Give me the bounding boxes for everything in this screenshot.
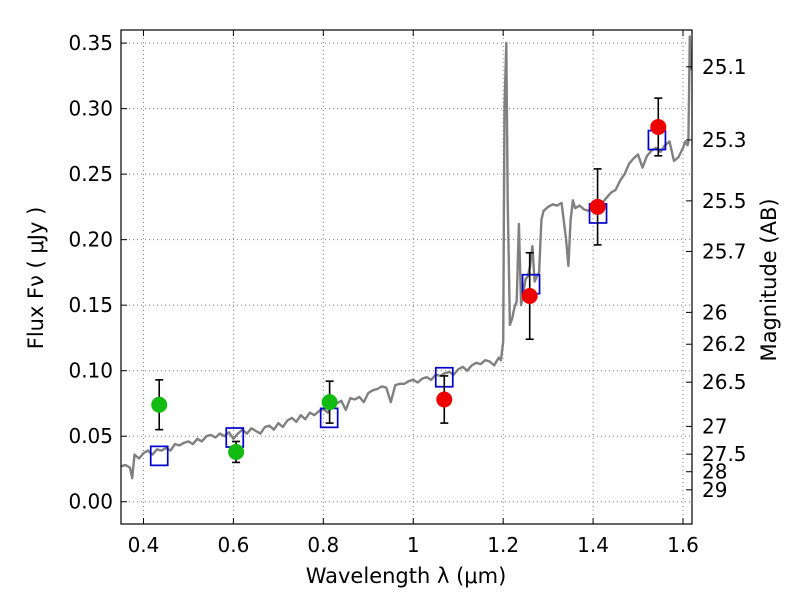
spectrum-line bbox=[121, 35, 692, 480]
x-axis-title: Wavelength λ (μm) bbox=[306, 564, 507, 588]
y-tick-label: 0.25 bbox=[68, 162, 113, 186]
y-tick-label: 0.10 bbox=[68, 359, 113, 383]
magnitude-tick-label: 25.5 bbox=[702, 189, 747, 213]
y-axis-title-left: Flux Fν ( μJy ) bbox=[24, 207, 48, 350]
x-tick-label: 0.6 bbox=[217, 533, 249, 557]
y-tick-label: 0.05 bbox=[68, 424, 113, 448]
axis-tick-labels: 0.4 0.6 0.8 1 1.2 1.4 1.6 0.00 0.05 0.10 0.15 0.20 0… bbox=[68, 31, 746, 557]
x-tick-label: 1.2 bbox=[487, 533, 519, 557]
spectrum-layer bbox=[121, 35, 692, 480]
y-tick-label: 0.30 bbox=[68, 97, 113, 121]
magnitude-tick-label: 27.5 bbox=[702, 442, 747, 466]
model-box-layer bbox=[149, 129, 667, 467]
green-point bbox=[321, 394, 338, 411]
y-tick-label: 0.35 bbox=[68, 31, 113, 55]
red-point bbox=[436, 391, 453, 408]
x-tick-label: 1 bbox=[407, 533, 420, 557]
red-point bbox=[589, 198, 606, 215]
y-tick-label: 0.00 bbox=[68, 490, 113, 514]
magnitude-tick-label: 28 bbox=[702, 460, 727, 484]
magnitude-tick-label: 26.5 bbox=[702, 370, 747, 394]
magnitude-tick-label: 27 bbox=[702, 414, 727, 438]
magnitude-tick-label: 25.1 bbox=[702, 55, 747, 79]
red-point bbox=[650, 118, 667, 135]
grid-lines bbox=[121, 30, 692, 524]
magnitude-tick-label: 25.7 bbox=[702, 239, 747, 263]
y-tick-label: 0.20 bbox=[68, 228, 113, 252]
magnitude-tick-label: 26.2 bbox=[702, 332, 747, 356]
magnitude-tick-label: 26 bbox=[702, 300, 727, 324]
y-tick-label: 0.15 bbox=[68, 293, 113, 317]
red-point bbox=[521, 288, 538, 304]
green-point bbox=[151, 396, 168, 413]
magnitude-tick-label: 25.3 bbox=[702, 128, 747, 152]
model-box-marker bbox=[149, 445, 169, 467]
plot-frame bbox=[120, 29, 693, 525]
axis-ticks bbox=[121, 30, 692, 524]
x-tick-label: 1.4 bbox=[577, 533, 609, 557]
green-point bbox=[228, 443, 245, 460]
y-axis-title-right: Magnitude (AB) bbox=[757, 198, 781, 361]
observed-point-layer bbox=[151, 97, 667, 464]
x-tick-label: 1.6 bbox=[667, 533, 699, 557]
x-tick-label: 0.4 bbox=[128, 533, 160, 557]
magnitude-tick-label: 29 bbox=[702, 478, 727, 502]
x-tick-label: 0.8 bbox=[307, 533, 339, 557]
